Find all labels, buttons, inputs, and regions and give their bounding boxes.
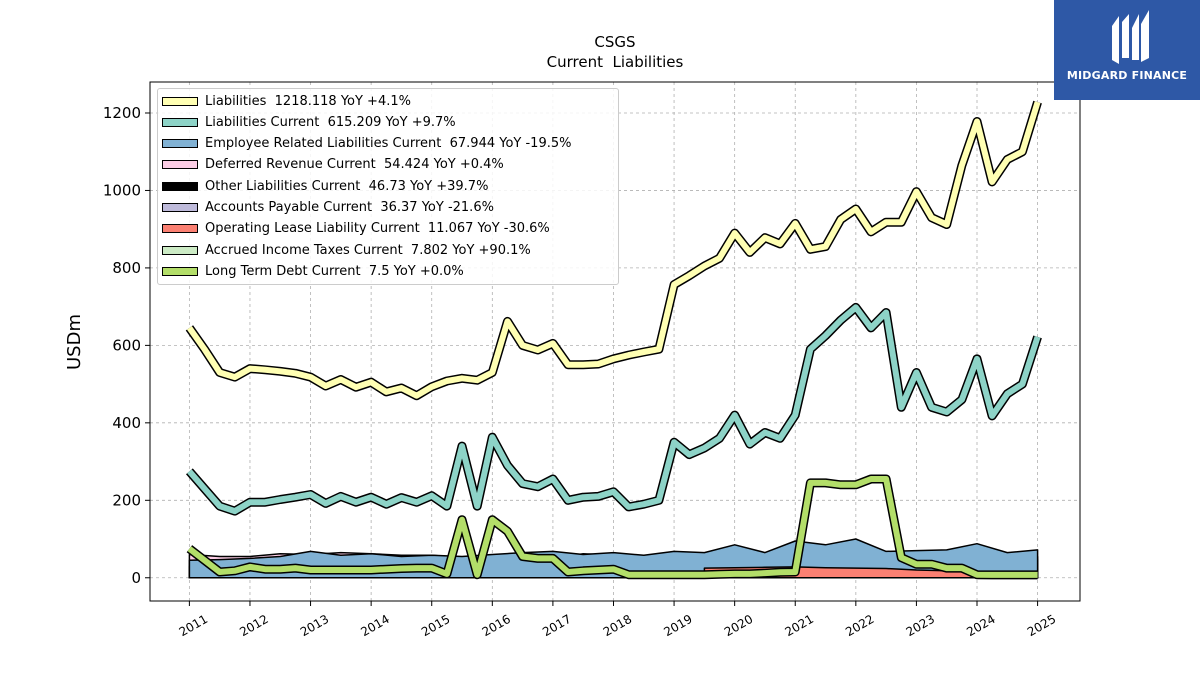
legend-label: Accounts Payable Current 36.37 YoY -21.6…	[205, 200, 494, 215]
x-tick-label: 2014	[358, 612, 391, 639]
legend-label: Long Term Debt Current 7.5 YoY +0.0%	[205, 263, 464, 279]
legend-swatch	[162, 203, 198, 212]
x-tick-label: 2016	[480, 612, 513, 639]
x-tick-label: 2022	[843, 612, 876, 639]
legend: Liabilities 1218.118 YoY +4.1% Liabilitie…	[157, 88, 619, 285]
series-layer	[185, 100, 1042, 580]
x-tick-label: 2017	[540, 612, 573, 639]
legend-swatch	[162, 181, 198, 191]
x-tick-label: 2015	[419, 612, 452, 639]
legend-item: Accounts Payable Current 36.37 YoY -21.6…	[162, 199, 494, 217]
legend-item: Other Liabilities Current 46.73 YoY +39.…	[162, 177, 488, 195]
series-line-liabilities	[186, 101, 1041, 399]
legend-swatch	[162, 96, 198, 106]
x-tick-label: 2020	[722, 612, 755, 639]
y-tick-label: 1200	[103, 104, 141, 122]
legend-item: Deferred Revenue Current 54.424 YoY +0.4…	[162, 156, 504, 174]
chart-subtitle: Current Liabilities	[547, 53, 684, 71]
y-tick-label: 400	[112, 414, 141, 432]
legend-label: Accrued Income Taxes Current 7.802 YoY +…	[205, 242, 531, 258]
x-tick-label: 2025	[1025, 612, 1058, 639]
y-tick-label: 0	[131, 569, 141, 587]
legend-label: Other Liabilities Current 46.73 YoY +39.…	[205, 178, 489, 194]
brand-name: MIDGARD FINANCE	[1066, 69, 1188, 82]
legend-item: Liabilities Current 615.209 YoY +9.7%	[162, 113, 456, 131]
y-axis-label: USDm	[64, 314, 85, 370]
legend-item: Employee Related Liabilities Current 67.…	[162, 135, 571, 153]
x-tick-label: 2024	[964, 612, 997, 639]
x-tick-label: 2012	[237, 612, 270, 639]
x-tick-label: 2019	[661, 612, 694, 639]
legend-swatch	[162, 117, 198, 127]
legend-swatch	[162, 266, 198, 276]
legend-label: Deferred Revenue Current 54.424 YoY +0.4…	[205, 157, 504, 173]
plot-frame	[149, 81, 1081, 602]
midgard-logo-icon	[1112, 10, 1149, 64]
legend-label: Employee Related Liabilities Current 67.…	[205, 136, 572, 152]
x-tick-label: 2011	[177, 612, 210, 639]
series-line-liabilities-current	[187, 304, 1041, 515]
legend-label: Liabilities 1218.118 YoY +4.1%	[205, 93, 411, 109]
legend-item: Long Term Debt Current 7.5 YoY +0.0%	[162, 262, 464, 280]
legend-label: Operating Lease Liability Current 11.067…	[205, 221, 550, 237]
legend-item: Accrued Income Taxes Current 7.802 YoY +…	[162, 241, 531, 259]
x-tick-label: 2021	[783, 612, 816, 639]
y-tick-label: 800	[112, 259, 141, 277]
legend-swatch	[162, 160, 198, 170]
legend-item: Liabilities 1218.118 YoY +4.1%	[162, 92, 411, 110]
y-tick-label: 1000	[103, 181, 141, 199]
brand-logo: MIDGARD FINANCE	[1054, 0, 1200, 100]
legend-label: Liabilities Current 615.209 YoY +9.7%	[205, 114, 456, 130]
legend-swatch	[162, 224, 198, 234]
x-tick-label: 2018	[601, 612, 634, 639]
legend-swatch	[162, 245, 198, 255]
legend-swatch	[162, 139, 198, 149]
series-line-long-term-debt-current	[187, 476, 1038, 578]
x-tick-label: 2013	[298, 612, 331, 639]
chart-title: CSGS	[594, 33, 635, 51]
x-tick-label: 2023	[904, 612, 937, 639]
y-tick-label: 600	[112, 336, 141, 354]
y-tick-label: 200	[112, 491, 141, 509]
legend-item: Operating Lease Liability Current 11.067…	[162, 220, 550, 238]
